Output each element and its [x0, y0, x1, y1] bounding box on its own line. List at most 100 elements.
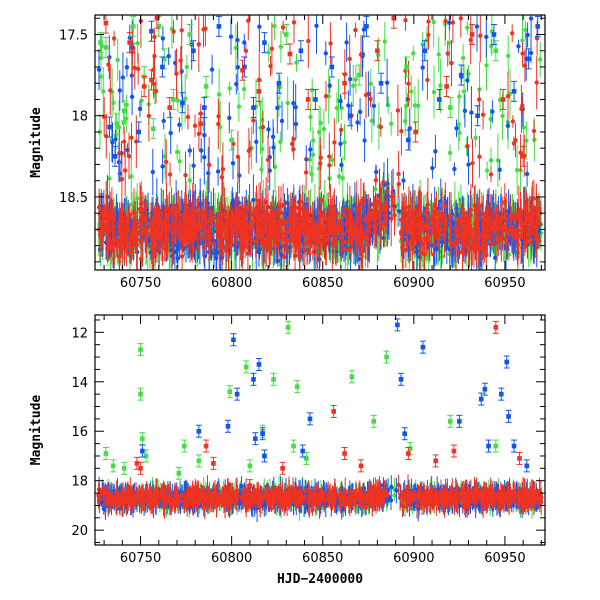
green-point-7 [175, 466, 182, 480]
red-point-10 [305, 88, 312, 110]
red-point-9 [286, 43, 293, 65]
green-point-16 [447, 97, 454, 119]
y-tick-label: 18 [71, 110, 88, 125]
red-point-12 [374, 40, 381, 62]
plot-area [96, 15, 544, 270]
red-measurement-cloud [96, 15, 543, 270]
blue-point-14 [312, 88, 319, 110]
green-point-21 [370, 414, 377, 428]
blue-point-10 [250, 97, 257, 119]
y-tick-label: 16 [71, 425, 88, 440]
green-point-13 [283, 23, 290, 45]
x-tick-label: 60750 [120, 276, 161, 291]
green-point-16 [285, 320, 292, 334]
blue-point-7 [201, 97, 208, 119]
green-point-19 [303, 451, 310, 465]
blue-point-19 [405, 129, 412, 151]
x-tick-label: 60800 [211, 551, 252, 566]
series-red [133, 320, 523, 493]
blue-point-5 [179, 92, 186, 114]
red-point-4 [153, 15, 160, 29]
red-point-2 [203, 439, 210, 453]
blue-point-21 [503, 355, 510, 369]
blue-point-16 [456, 414, 463, 428]
red-point-6 [330, 404, 337, 418]
blue-point-9 [261, 449, 268, 463]
blue-point-3 [148, 20, 155, 42]
red-point-14 [412, 121, 419, 143]
blue-point-2 [224, 419, 231, 433]
green-point-0 [97, 32, 104, 54]
blue-point-13 [398, 372, 405, 386]
x-tick-label: 60950 [484, 276, 525, 291]
blue-point-17 [478, 392, 485, 406]
y-tick-label: 18 [71, 475, 88, 490]
top-panel-light-curve-zoom: 60750 60800 60850 60900 60950 17.5 18 18.5 Magni… [29, 14, 546, 291]
red-point-12 [492, 320, 499, 334]
green-point-15 [403, 56, 410, 78]
red-point-18 [520, 145, 527, 167]
red-point-7 [341, 446, 348, 460]
blue-point-18 [481, 382, 488, 396]
red-point-3 [210, 456, 217, 470]
green-point-17 [290, 439, 297, 453]
plot-frame [94, 314, 546, 546]
blue-point-18 [378, 72, 385, 94]
green-point-25 [492, 439, 499, 453]
blue-point-26 [525, 48, 532, 70]
red-point-9 [405, 446, 412, 460]
red-point-8 [255, 80, 262, 102]
green-point-12 [246, 459, 253, 473]
blue-point-8 [215, 15, 222, 37]
blue-point-25 [511, 80, 518, 102]
blue-point-24 [490, 23, 497, 45]
blue-point-21 [436, 88, 443, 110]
red-point-2 [141, 75, 148, 97]
blue-point-6 [252, 432, 259, 446]
blue-point-13 [297, 40, 304, 62]
blue-point-23 [474, 105, 481, 127]
red-point-5 [279, 461, 286, 475]
blue-point-19 [485, 439, 492, 453]
blue-point-20 [498, 387, 505, 401]
blue-point-6 [190, 40, 197, 62]
series-blue [106, 15, 541, 167]
blue-point-0 [106, 116, 113, 138]
plot-frame [94, 14, 546, 271]
blue-point-23 [511, 439, 518, 453]
y-tick-label: 20 [71, 524, 88, 539]
red-point-7 [239, 59, 246, 81]
green-point-1 [102, 36, 109, 58]
green-point-10 [186, 23, 193, 45]
blue-point-12 [276, 72, 283, 94]
series-green [102, 320, 499, 480]
red-point-4 [246, 479, 253, 493]
blue-point-11 [261, 32, 268, 54]
bottom-panel-light-curve-full: 60750 60800 60850 60900 60950 12 14 16 18 20 Magni… [29, 314, 546, 587]
blue-point-22 [458, 64, 465, 86]
red-point-16 [469, 23, 476, 45]
blue-point-16 [347, 105, 354, 127]
red-point-15 [443, 75, 450, 97]
green-point-18 [294, 380, 301, 394]
green-point-22 [383, 350, 390, 364]
blue-point-7 [255, 357, 262, 371]
green-point-8 [181, 439, 188, 453]
y-tick-label: 12 [71, 326, 88, 341]
blue-point-10 [299, 444, 306, 458]
red-point-1 [126, 32, 133, 54]
green-point-9 [195, 454, 202, 468]
x-tick-label: 60900 [393, 276, 434, 291]
blue-point-2 [135, 121, 142, 143]
green-point-4 [130, 15, 137, 37]
x-axis-title: HJD−2400000 [277, 572, 363, 587]
green-point-4 [137, 387, 144, 401]
green-point-11 [243, 360, 250, 374]
blue-point-5 [250, 372, 257, 386]
blue-point-15 [419, 340, 426, 354]
blue-point-15 [328, 56, 335, 78]
green-point-24 [447, 414, 454, 428]
green-point-10 [226, 385, 233, 399]
